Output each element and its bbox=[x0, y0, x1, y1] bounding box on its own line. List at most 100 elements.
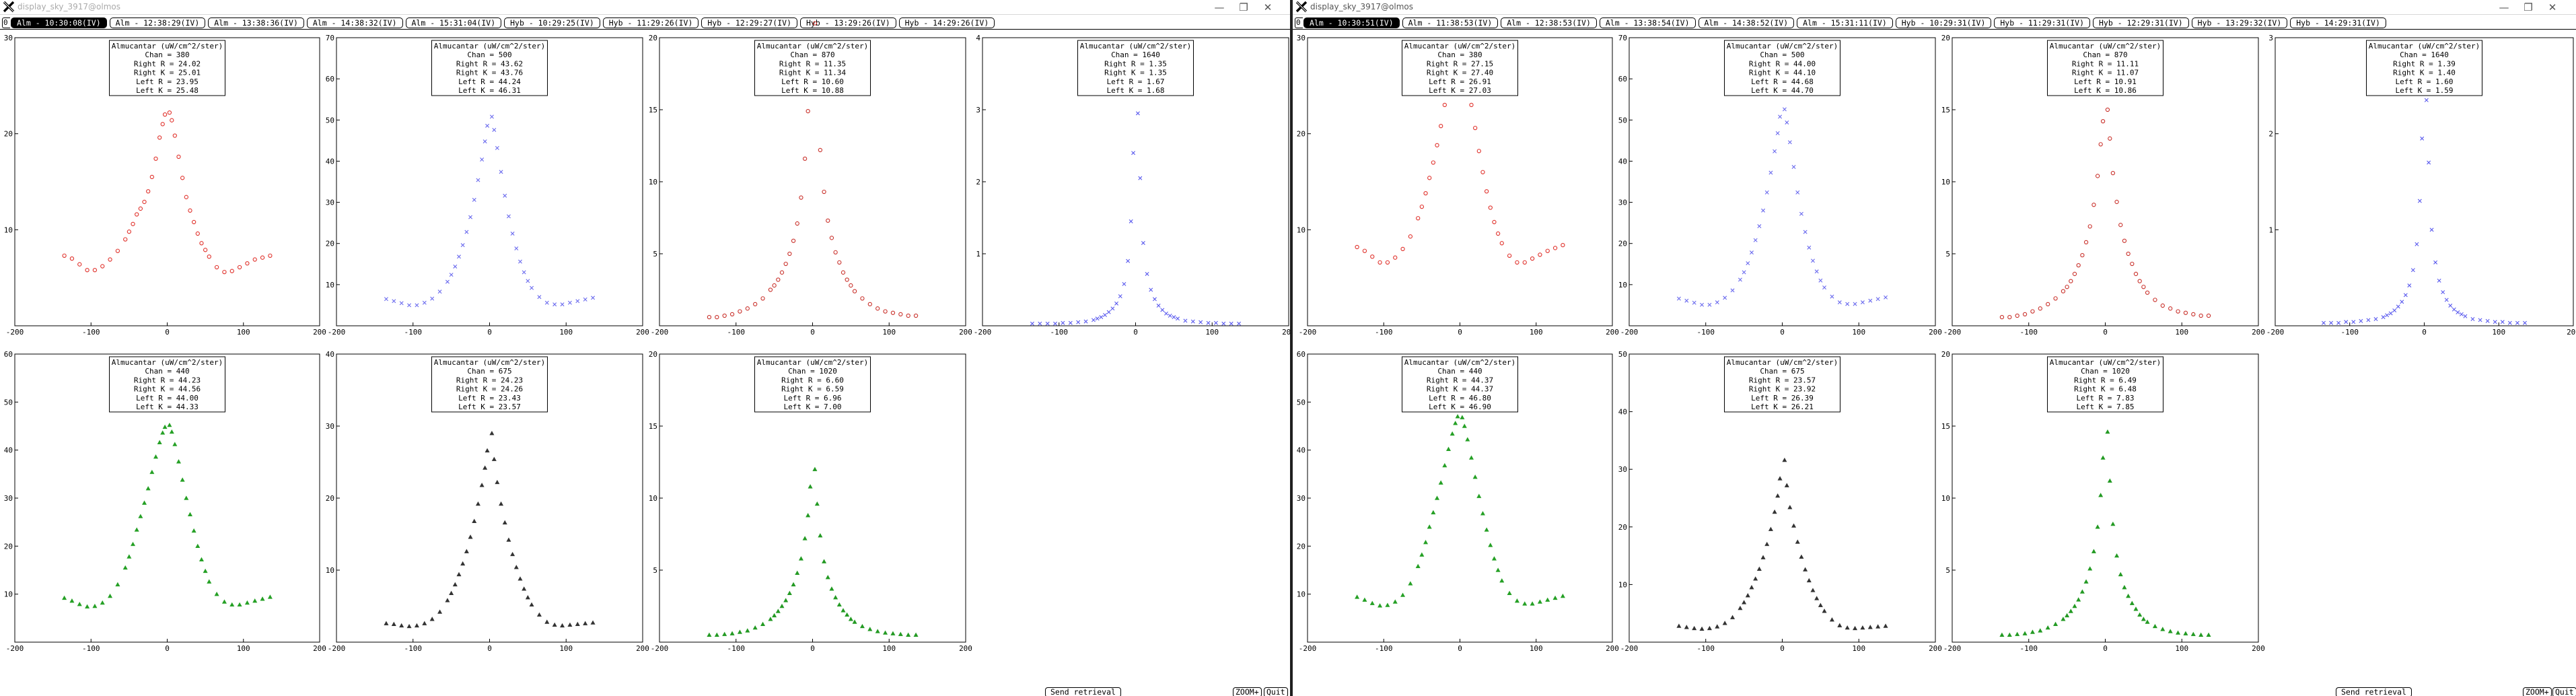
close-button[interactable]: ✕ bbox=[2548, 1, 2557, 13]
zoom-button[interactable]: ZOOM+ bbox=[2523, 687, 2552, 696]
data-point bbox=[1507, 253, 1512, 258]
x-tick-label: 100 bbox=[1205, 328, 1219, 337]
data-point bbox=[1787, 505, 1793, 510]
data-point bbox=[77, 602, 82, 606]
stats-line: Left K = 23.57 bbox=[458, 403, 521, 411]
tab-scroll-handle[interactable]: 0 bbox=[2, 18, 10, 28]
tab-hyb-4[interactable]: Hyb - 13:29:32(IV) bbox=[2191, 18, 2288, 28]
data-point bbox=[818, 147, 823, 153]
tab-alm-6[interactable]: Alm - 15:31:11(IV) bbox=[1797, 18, 1893, 28]
tab-alm-3[interactable]: Alm - 12:38:53(IV) bbox=[1501, 18, 1597, 28]
close-button[interactable]: ✕ bbox=[1263, 1, 1273, 13]
data-point bbox=[1135, 111, 1140, 116]
zoom-button[interactable]: ZOOM+ bbox=[1233, 687, 1262, 696]
quit-button[interactable]: Quit bbox=[1264, 687, 1288, 696]
tab-hyb-5[interactable]: Hyb - 14:29:26(IV) bbox=[898, 18, 995, 28]
tab-scroll-handle[interactable]: 0 bbox=[1295, 18, 1303, 28]
stats-line: Left K = 46.31 bbox=[458, 86, 521, 95]
data-point bbox=[707, 315, 712, 320]
tab-hyb-1[interactable]: Hyb - 10:29:25(IV) bbox=[504, 18, 600, 28]
y-tick-label: 5 bbox=[1945, 250, 1950, 258]
tab-alm-2[interactable]: Alm - 12:38:29(IV) bbox=[109, 18, 206, 28]
data-point bbox=[525, 595, 530, 600]
y-tick-label: 15 bbox=[649, 422, 657, 431]
send-retrieval-button[interactable]: Send retrieval bbox=[1045, 687, 1121, 696]
data-point bbox=[2095, 524, 2100, 529]
data-point bbox=[1799, 211, 1803, 216]
data-point bbox=[108, 593, 113, 598]
data-point bbox=[802, 156, 808, 161]
x-tick-label: -200 bbox=[651, 328, 669, 337]
titlebar[interactable]: display_sky_3917@olmos — ❐ ✕ bbox=[0, 0, 1291, 15]
data-point bbox=[2015, 313, 2019, 318]
data-point bbox=[464, 549, 469, 553]
tab-hyb-4[interactable]: Hyb - 13:29:26(IV) bbox=[800, 18, 896, 28]
data-point bbox=[2198, 313, 2203, 318]
y-tick-label: 10 bbox=[1941, 178, 1950, 186]
tab-alm-5[interactable]: Alm - 14:38:52(IV) bbox=[1698, 18, 1795, 28]
x-tick-label: -200 bbox=[2266, 328, 2285, 337]
data-point bbox=[1883, 623, 1888, 628]
tab-hyb-2[interactable]: Hyb - 11:29:31(IV) bbox=[1994, 18, 2090, 28]
data-point bbox=[1753, 576, 1758, 581]
maximize-button[interactable]: ❐ bbox=[1239, 1, 1248, 13]
minimize-button[interactable]: — bbox=[1214, 1, 1225, 13]
data-point bbox=[2130, 261, 2135, 267]
x-tick-label: 100 bbox=[237, 644, 250, 653]
data-point bbox=[2160, 303, 2165, 308]
data-point bbox=[2108, 136, 2112, 141]
data-point bbox=[1439, 124, 1443, 129]
x-tick-label: 100 bbox=[882, 644, 896, 653]
data-point bbox=[1369, 600, 1375, 605]
tab-alm-5[interactable]: Alm - 15:31:04(IV) bbox=[405, 18, 502, 28]
data-point bbox=[1692, 300, 1696, 305]
data-point bbox=[429, 617, 435, 621]
tab-alm-2[interactable]: Alm - 11:38:53(IV) bbox=[1402, 18, 1499, 28]
data-point bbox=[1795, 539, 1800, 544]
data-point bbox=[2206, 632, 2211, 637]
tab-hyb-1[interactable]: Hyb - 10:29:31(IV) bbox=[1895, 18, 1992, 28]
data-point bbox=[1818, 602, 1823, 607]
data-point bbox=[1427, 176, 1432, 180]
tab-hyb-5[interactable]: Hyb - 14:29:31(IV) bbox=[2290, 18, 2386, 28]
tab-hyb-2[interactable]: Hyb - 11:29:26(IV) bbox=[602, 18, 699, 28]
y-tick-label: 50 bbox=[4, 398, 13, 407]
data-point bbox=[399, 623, 404, 628]
tab-alm-1[interactable]: Alm - 10:30:08(IV) bbox=[11, 18, 107, 28]
data-point bbox=[1867, 625, 1873, 629]
data-point bbox=[860, 296, 865, 301]
data-point bbox=[2095, 174, 2100, 178]
y-tick-label: 2 bbox=[2268, 130, 2273, 139]
data-point bbox=[2126, 251, 2131, 256]
data-point bbox=[1103, 312, 1107, 317]
titlebar[interactable]: display_sky_3917@olmos — ❐ ✕ bbox=[1293, 0, 2576, 15]
send-retrieval-button[interactable]: Send retrieval bbox=[2336, 687, 2412, 696]
maximize-button[interactable]: ❐ bbox=[2524, 1, 2533, 13]
data-point bbox=[707, 632, 712, 637]
data-point bbox=[1488, 205, 1493, 210]
data-point bbox=[1860, 300, 1865, 305]
data-point bbox=[1141, 240, 1145, 245]
quit-button[interactable]: Quit bbox=[2552, 687, 2576, 696]
data-point bbox=[2176, 630, 2181, 635]
tab-list: Alm - 10:30:51(IV) Alm - 11:38:53(IV) Al… bbox=[1303, 18, 2389, 28]
tab-hyb-3[interactable]: Hyb - 12:29:27(IV) bbox=[701, 18, 797, 28]
data-point bbox=[1408, 581, 1413, 586]
tab-alm-4[interactable]: Alm - 14:38:32(IV) bbox=[306, 18, 403, 28]
y-tick-label: 50 bbox=[1618, 116, 1627, 125]
minimize-button[interactable]: — bbox=[2499, 1, 2509, 13]
data-point bbox=[1472, 474, 1478, 479]
tab-alm-3[interactable]: Alm - 13:38:36(IV) bbox=[208, 18, 304, 28]
tab-alm-4[interactable]: Alm - 13:38:54(IV) bbox=[1599, 18, 1696, 28]
tab-alm-1[interactable]: Alm - 10:30:51(IV) bbox=[1303, 18, 1400, 28]
data-point bbox=[2068, 608, 2073, 613]
stats-line: Chan = 1640 bbox=[1111, 50, 1160, 59]
data-point bbox=[1745, 593, 1750, 598]
data-point bbox=[1168, 314, 1172, 318]
tab-hyb-3[interactable]: Hyb - 12:29:31(IV) bbox=[2093, 18, 2189, 28]
data-point bbox=[2441, 290, 2445, 295]
x-tick-label: 100 bbox=[1852, 328, 1865, 337]
data-point bbox=[1853, 302, 1857, 306]
data-point bbox=[890, 631, 896, 635]
stats-line: Chan = 440 bbox=[1437, 367, 1482, 376]
